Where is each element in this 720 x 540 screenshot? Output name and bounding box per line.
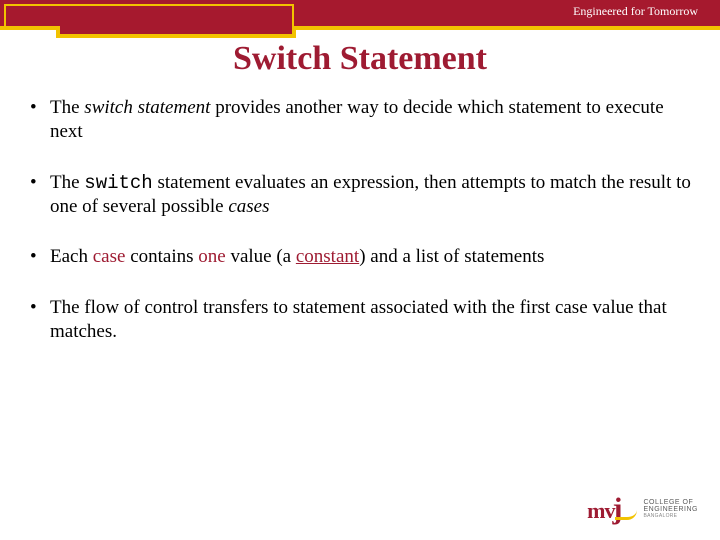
text-segment: The flow of control transfers to stateme… [50,297,667,342]
logo-line3: BANGALORE [643,514,698,519]
text-segment: switch [84,172,152,194]
text-segment: constant [296,246,359,267]
logo-swoosh-icon [615,510,637,520]
header-tagline: Engineered for Tomorrow [573,4,698,19]
header-stripe-accent [4,4,294,26]
bullet-item: The flow of control transfers to stateme… [28,296,692,345]
slide-title: Switch Statement [0,40,720,78]
footer-logo: mvj COLLEGE OF ENGINEERING BANGALORE [587,492,698,526]
bullet-item: The switch statement provides another wa… [28,96,692,145]
bullet-list: The switch statement provides another wa… [28,96,692,344]
logo-line1: COLLEGE OF [643,499,698,506]
text-segment: switch statement [84,97,210,118]
logo-letter-m: m [587,498,604,524]
text-segment: Each [50,246,93,267]
bullet-item: Each case contains one value (a constant… [28,245,692,269]
slide-body: The switch statement provides another wa… [28,96,692,370]
text-segment: contains [125,246,198,267]
logo-text: COLLEGE OF ENGINEERING BANGALORE [643,499,698,519]
text-segment: The [50,97,84,118]
header-notch [56,26,296,38]
logo-letter-j: j [612,492,621,526]
text-segment: ) and a list of statements [359,246,544,267]
header-stripe: Engineered for Tomorrow [0,0,720,26]
text-segment: case [93,246,126,267]
text-segment: value (a [226,246,296,267]
text-segment: cases [228,196,269,217]
text-segment: one [198,246,225,267]
logo-mark: mvj [587,492,637,526]
bullet-item: The switch statement evaluates an expres… [28,171,692,220]
text-segment: The [50,172,84,193]
